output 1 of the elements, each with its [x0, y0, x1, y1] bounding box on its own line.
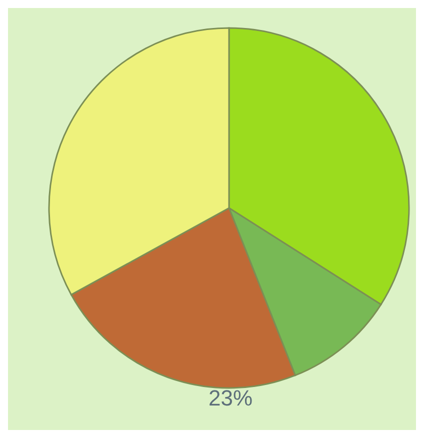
data-label: 23%: [208, 386, 253, 411]
